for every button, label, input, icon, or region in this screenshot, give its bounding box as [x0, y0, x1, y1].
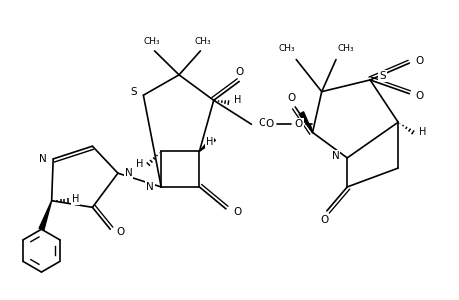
Polygon shape: [298, 112, 312, 132]
Text: CH₃: CH₃: [194, 37, 211, 46]
Text: H: H: [136, 159, 143, 169]
Text: H: H: [72, 194, 79, 204]
Text: O: O: [258, 118, 266, 128]
Text: O: O: [319, 214, 328, 225]
Text: N: N: [331, 151, 339, 161]
Text: H: H: [234, 95, 241, 105]
Text: O: O: [414, 91, 423, 101]
Text: O: O: [233, 207, 241, 218]
Text: CH₃: CH₃: [336, 44, 353, 53]
Text: O: O: [116, 227, 124, 237]
Text: H: H: [206, 137, 213, 147]
Text: N: N: [124, 168, 132, 178]
Text: S: S: [379, 71, 385, 81]
Text: O: O: [265, 119, 273, 129]
Text: N: N: [39, 154, 46, 164]
Text: O: O: [294, 119, 302, 129]
Text: CH₃: CH₃: [278, 44, 295, 53]
Text: S: S: [130, 87, 136, 97]
Polygon shape: [39, 201, 51, 230]
Text: O: O: [286, 93, 295, 103]
Polygon shape: [199, 136, 215, 151]
Text: CH₃: CH₃: [143, 37, 160, 46]
Text: H: H: [418, 128, 425, 137]
Text: N: N: [146, 182, 154, 192]
Text: O: O: [414, 56, 423, 66]
Text: O: O: [235, 67, 243, 77]
